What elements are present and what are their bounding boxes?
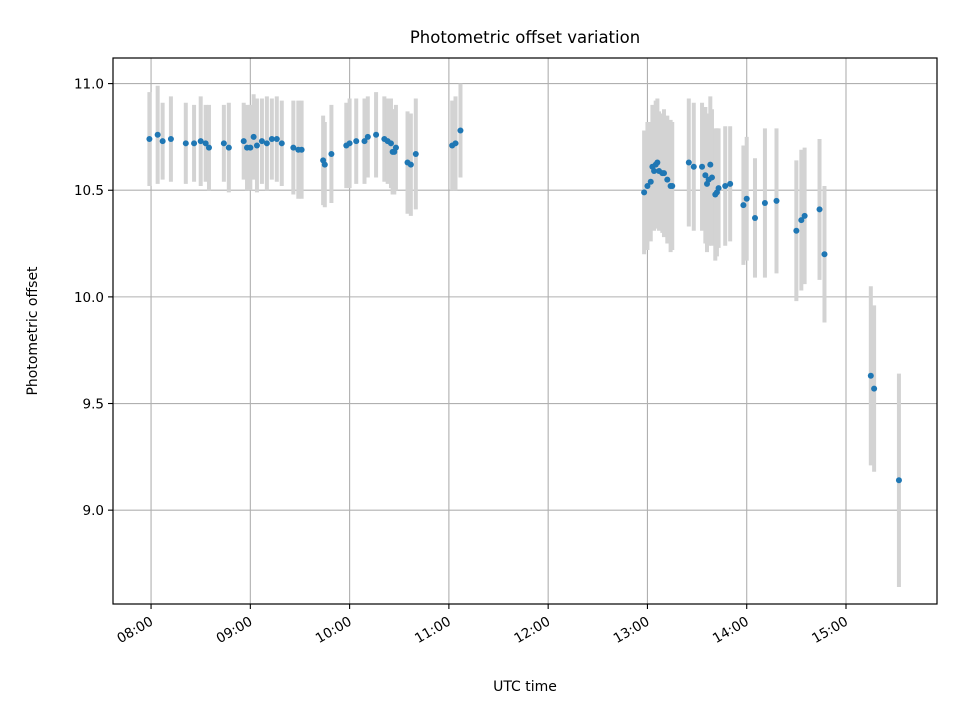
data-point: [408, 162, 414, 168]
data-point: [699, 164, 705, 170]
x-tick-label: 13:00: [611, 614, 653, 647]
data-point: [347, 140, 353, 146]
x-tick-label: 08:00: [114, 614, 156, 647]
data-point: [871, 386, 877, 392]
chart-title: Photometric offset variation: [410, 28, 640, 47]
data-point: [279, 140, 285, 146]
data-point: [457, 128, 463, 134]
data-point: [661, 170, 667, 176]
data-point: [191, 140, 197, 146]
grid: [113, 58, 937, 604]
data-point: [365, 134, 371, 140]
data-point: [669, 183, 675, 189]
data-point: [226, 145, 232, 151]
data-point: [353, 138, 359, 144]
x-axis-label: UTC time: [493, 679, 557, 695]
data-points: [146, 128, 902, 484]
data-point: [453, 140, 459, 146]
data-point: [821, 251, 827, 257]
data-point: [641, 189, 647, 195]
plot-area-frame: [113, 58, 937, 604]
y-tick-label: 10.5: [74, 183, 104, 199]
data-point: [817, 206, 823, 212]
data-point: [664, 177, 670, 183]
data-point: [299, 147, 305, 153]
data-point: [274, 136, 280, 142]
x-tick-label: 14:00: [710, 614, 752, 647]
data-point: [264, 140, 270, 146]
data-point: [146, 136, 152, 142]
data-point: [413, 151, 419, 157]
x-tick-label: 12:00: [511, 614, 553, 647]
data-point: [393, 145, 399, 151]
data-point: [160, 138, 166, 144]
data-point: [322, 162, 328, 168]
data-point: [868, 373, 874, 379]
x-tick-label: 15:00: [809, 614, 851, 647]
data-point: [793, 228, 799, 234]
chart: Photometric offset variation 08:00 09:00 1…: [0, 0, 960, 720]
y-axis-label: Photometric offset: [25, 266, 41, 396]
data-point: [709, 174, 715, 180]
x-tick-label: 10:00: [313, 614, 355, 647]
data-point: [762, 200, 768, 206]
data-point: [155, 132, 161, 138]
data-point: [373, 132, 379, 138]
data-point: [716, 185, 722, 191]
data-point: [707, 162, 713, 168]
data-point: [388, 140, 394, 146]
data-point: [254, 142, 260, 148]
data-point: [221, 140, 227, 146]
data-point: [241, 138, 247, 144]
y-tick-label: 9.5: [83, 397, 104, 413]
data-point: [648, 179, 654, 185]
data-point: [802, 213, 808, 219]
data-point: [752, 215, 758, 221]
data-point: [727, 181, 733, 187]
x-tick-label: 09:00: [214, 614, 256, 647]
x-tick-label: 11:00: [412, 614, 454, 647]
data-point: [774, 198, 780, 204]
data-point: [328, 151, 334, 157]
data-point: [247, 145, 253, 151]
y-tick-label: 11.0: [74, 77, 104, 93]
data-point: [206, 145, 212, 151]
data-point: [251, 134, 257, 140]
error-bars: [149, 84, 899, 587]
data-point: [740, 202, 746, 208]
data-point: [896, 477, 902, 483]
data-point: [183, 140, 189, 146]
y-tick-label: 10.0: [74, 290, 104, 306]
data-point: [168, 136, 174, 142]
data-point: [686, 160, 692, 166]
data-point: [654, 160, 660, 166]
data-point: [691, 164, 697, 170]
y-tick-label: 9.0: [83, 503, 104, 519]
data-point: [744, 196, 750, 202]
